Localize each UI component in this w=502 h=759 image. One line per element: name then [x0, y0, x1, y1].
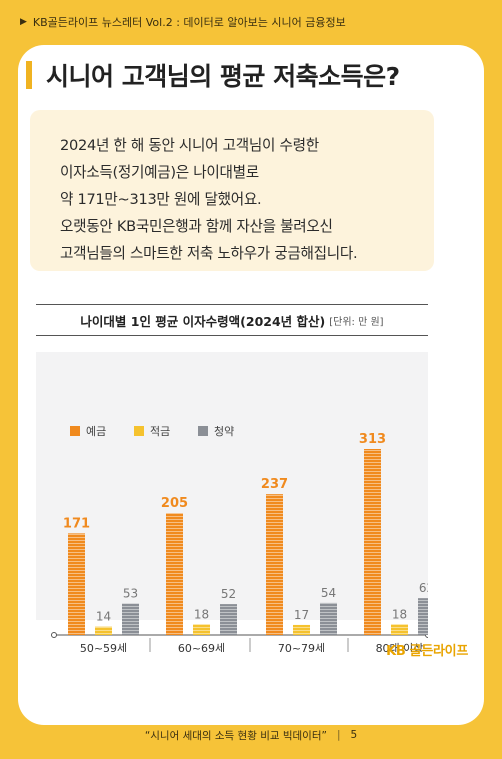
- triangle-icon: ▶: [20, 17, 27, 27]
- title-accent-bar: [26, 61, 32, 89]
- bar-적금: [95, 626, 112, 635]
- category-label: 80대 이상: [376, 642, 424, 652]
- data-label: 14: [96, 610, 111, 624]
- legend-label: 적금: [150, 425, 170, 438]
- intro-box: 2024년 한 해 동안 시니어 고객님이 수령한 이자소득(정기예금)은 나이…: [30, 110, 434, 271]
- legend-label: 예금: [86, 425, 106, 438]
- chart-title-main: 나이대별 1인 평균 이자수령액(2024년 합산): [80, 313, 326, 329]
- bar-예금: [166, 513, 183, 635]
- axis-start-dot: [51, 632, 57, 638]
- bar-적금: [391, 624, 408, 635]
- data-label: 237: [261, 477, 288, 492]
- bar-예금: [364, 449, 381, 635]
- chart-panel: [36, 352, 428, 620]
- data-label: 54: [321, 586, 336, 600]
- bar-청약: [122, 603, 139, 635]
- bar-예금: [68, 533, 85, 635]
- intro-line: 약 171만~313만 원에 달했어요.: [60, 191, 262, 208]
- page-title: 시니어 고객님의 평균 저축소득은?: [46, 62, 400, 91]
- intro-line: 이자소득(정기예금)은 나이대별로: [60, 164, 259, 181]
- data-label: 205: [161, 496, 188, 511]
- data-label: 313: [359, 432, 386, 447]
- title-row: 시니어 고객님의 평균 저축소득은?: [26, 57, 400, 93]
- category-label: 60~69세: [178, 642, 225, 652]
- data-label: 17: [294, 608, 309, 622]
- bar-적금: [293, 624, 310, 635]
- header-bar: ▶ KB골든라이프 뉴스레터 Vol.2 : 데이터로 알아보는 시니어 금융정…: [0, 0, 502, 44]
- header-text: KB골든라이프 뉴스레터 Vol.2 : 데이터로 알아보는 시니어 금융정보: [32, 16, 346, 29]
- legend-label: 청약: [214, 424, 234, 438]
- chart-unit: [단위: 만 원]: [329, 316, 384, 328]
- data-label: 52: [221, 587, 236, 601]
- data-label: 53: [123, 587, 138, 601]
- data-label: 62: [419, 581, 428, 595]
- footer-text: “시니어 세대의 소득 현황 비교 빅데이터”: [144, 729, 327, 742]
- intro-line: 고객님들의 스마트한 저축 노하우가 궁금해집니다.: [60, 245, 358, 262]
- category-label: 50~59세: [80, 642, 127, 652]
- bar-적금: [193, 624, 210, 635]
- legend-swatch-청약: [198, 426, 208, 436]
- bar-청약: [220, 604, 237, 635]
- data-label: 171: [63, 516, 90, 531]
- legend-swatch-적금: [134, 426, 144, 436]
- page-number: 5: [350, 729, 358, 741]
- category-label: 70~79세: [278, 642, 325, 652]
- footer-separator: |: [336, 729, 341, 741]
- intro-line: 오랫동안 KB국민은행과 함께 자산을 불려오신: [60, 218, 333, 235]
- data-label: 18: [392, 607, 407, 621]
- chart-title: 나이대별 1인 평균 이자수령액(2024년 합산) [단위: 만 원]: [36, 304, 428, 336]
- bar-청약: [418, 598, 428, 635]
- data-label: 18: [194, 607, 209, 621]
- bar-예금: [266, 494, 283, 635]
- bar-청약: [320, 602, 337, 635]
- intro-line: 2024년 한 해 동안 시니어 고객님이 수령한: [60, 137, 319, 154]
- bar-chart: 예금 적금 청약 171 14 53 50~59세 205 18 52 60~69세 237 17 54 7…: [51, 424, 428, 652]
- footer: “시니어 세대의 소득 현황 비교 빅데이터” | 5: [0, 722, 502, 748]
- kb-golden-life-logo: KB 골든라이프: [386, 644, 468, 659]
- legend-swatch-예금: [70, 426, 80, 436]
